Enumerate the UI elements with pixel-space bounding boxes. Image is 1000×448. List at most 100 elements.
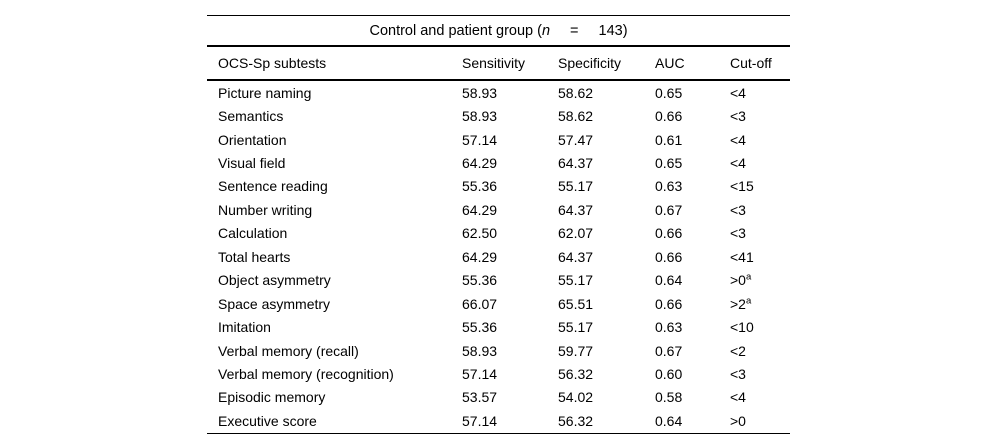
specificity-value: 64.37 — [558, 248, 594, 265]
auc-value: 0.64 — [655, 412, 683, 429]
cutoff-text: >0 — [730, 272, 746, 289]
specificity-value: 55.17 — [558, 319, 594, 336]
specificity-value: 65.51 — [558, 295, 594, 312]
specificity-value: 56.32 — [558, 365, 594, 382]
specificity-value: 62.07 — [558, 225, 594, 242]
sensitivity-value: 62.50 — [462, 225, 498, 242]
auc-value: 0.65 — [655, 84, 683, 101]
specificity-value: 64.37 — [558, 201, 594, 218]
cutoff-text: <10 — [730, 319, 754, 336]
table-row: Imitation 55.36 55.17 0.63 <10 — [207, 315, 790, 338]
auc-value: 0.64 — [655, 272, 683, 289]
cutoff-value: <41 — [730, 245, 790, 268]
cutoff-value: <4 — [730, 80, 790, 104]
column-header-cutoff: Cut-off — [730, 46, 791, 81]
sensitivity-value: 64.29 — [462, 201, 498, 218]
ocs-sp-results-table: Control and patient group (n = 143) OCS-Sp… — [207, 15, 791, 434]
auc-value: 0.61 — [655, 131, 683, 148]
cutoff-value: <3 — [730, 198, 790, 221]
cutoff-text: <3 — [730, 108, 746, 125]
auc-value: 0.65 — [655, 155, 683, 172]
column-header-sensitivity: Sensitivity — [462, 46, 558, 81]
specificity-value: 57.47 — [558, 131, 594, 148]
subtest-label: Object asymmetry — [218, 272, 331, 289]
cutoff-superscript: a — [745, 271, 752, 283]
table-header-row: OCS-Sp subtests Sensitivity Specificity … — [207, 46, 791, 81]
title-n-symbol: n — [541, 22, 551, 39]
cutoff-value: <4 — [730, 151, 790, 174]
sensitivity-value: 58.93 — [462, 84, 498, 101]
table-row: Calculation 62.50 62.07 0.66 <3 — [207, 222, 790, 245]
sensitivity-value: 58.93 — [462, 108, 498, 125]
auc-value: 0.66 — [655, 108, 683, 125]
cutoff-value: >2a — [730, 292, 790, 315]
specificity-value: 58.62 — [558, 108, 594, 125]
table-title-row: Control and patient group (n = 143) — [207, 15, 791, 47]
cutoff-value: <10 — [730, 315, 790, 338]
subtest-label: Calculation — [218, 225, 288, 242]
subtest-label: Number writing — [218, 201, 313, 218]
sensitivity-value: 66.07 — [462, 295, 498, 312]
specificity-value: 64.37 — [558, 155, 594, 172]
cutoff-text: <4 — [730, 155, 746, 172]
title-prefix: Control and patient group ( — [369, 22, 542, 39]
table-row: Semantics 58.93 58.62 0.66 <3 — [207, 104, 790, 127]
table-row: Sentence reading 55.36 55.17 0.63 <15 — [207, 175, 790, 198]
sensitivity-value: 64.29 — [462, 248, 498, 265]
table-title: Control and patient group (n = 143) — [207, 15, 791, 47]
table-row: Orientation 57.14 57.47 0.61 <4 — [207, 128, 790, 151]
cutoff-text: <4 — [730, 131, 746, 148]
table-row: Picture naming 58.93 58.62 0.65 <4 — [207, 80, 790, 104]
sensitivity-value: 58.93 — [462, 342, 498, 359]
table-row: Number writing 64.29 64.37 0.67 <3 — [207, 198, 790, 221]
auc-value: 0.63 — [655, 319, 683, 336]
sensitivity-value: 53.57 — [462, 389, 498, 406]
subtest-label: Imitation — [218, 319, 271, 336]
cutoff-text: <3 — [730, 201, 746, 218]
cutoff-value: <4 — [730, 128, 790, 151]
title-n-value: 143) — [598, 22, 628, 39]
subtest-label: Verbal memory (recognition) — [218, 365, 394, 382]
results-table-container: Control and patient group (n = 143) OCS-Sp… — [207, 15, 791, 434]
cutoff-text: <15 — [730, 178, 754, 195]
auc-value: 0.60 — [655, 365, 683, 382]
auc-value: 0.66 — [655, 225, 683, 242]
subtest-label: Space asymmetry — [218, 295, 331, 312]
auc-value: 0.67 — [655, 342, 683, 359]
table-row: Space asymmetry 66.07 65.51 0.66 >2a — [207, 292, 790, 315]
column-header-subtests: OCS-Sp subtests — [207, 46, 462, 81]
subtest-label: Sentence reading — [218, 178, 328, 195]
auc-value: 0.63 — [655, 178, 683, 195]
specificity-value: 56.32 — [558, 412, 594, 429]
subtest-label: Visual field — [218, 155, 286, 172]
cutoff-text: <4 — [730, 84, 746, 101]
auc-value: 0.66 — [655, 248, 683, 265]
title-equals-sign: = — [570, 22, 579, 39]
table-row: Executive score 57.14 56.32 0.64 >0 — [207, 409, 790, 433]
sensitivity-value: 57.14 — [462, 365, 498, 382]
cutoff-value: >0 — [730, 409, 790, 433]
cutoff-text: >0 — [730, 412, 746, 429]
auc-value: 0.58 — [655, 389, 683, 406]
cutoff-text: <2 — [730, 342, 746, 359]
column-header-auc: AUC — [655, 46, 730, 81]
sensitivity-value: 55.36 — [462, 272, 498, 289]
cutoff-text: <4 — [730, 389, 746, 406]
specificity-value: 55.17 — [558, 178, 594, 195]
cutoff-text: <3 — [730, 225, 746, 242]
cutoff-value: <15 — [730, 175, 790, 198]
table-row: Verbal memory (recall) 58.93 59.77 0.67 … — [207, 339, 790, 362]
sensitivity-value: 55.36 — [462, 178, 498, 195]
cutoff-text: <41 — [730, 248, 754, 265]
cutoff-superscript: a — [745, 295, 752, 306]
cutoff-text: <3 — [730, 365, 746, 382]
subtest-label: Orientation — [218, 131, 287, 148]
specificity-value: 59.77 — [558, 342, 594, 359]
subtest-label: Total hearts — [218, 248, 291, 265]
sensitivity-value: 57.14 — [462, 412, 498, 429]
specificity-value: 55.17 — [558, 272, 594, 289]
subtest-label: Verbal memory (recall) — [218, 342, 359, 359]
sensitivity-value: 55.36 — [462, 319, 498, 336]
column-header-specificity: Specificity — [558, 46, 655, 81]
sensitivity-value: 64.29 — [462, 155, 498, 172]
